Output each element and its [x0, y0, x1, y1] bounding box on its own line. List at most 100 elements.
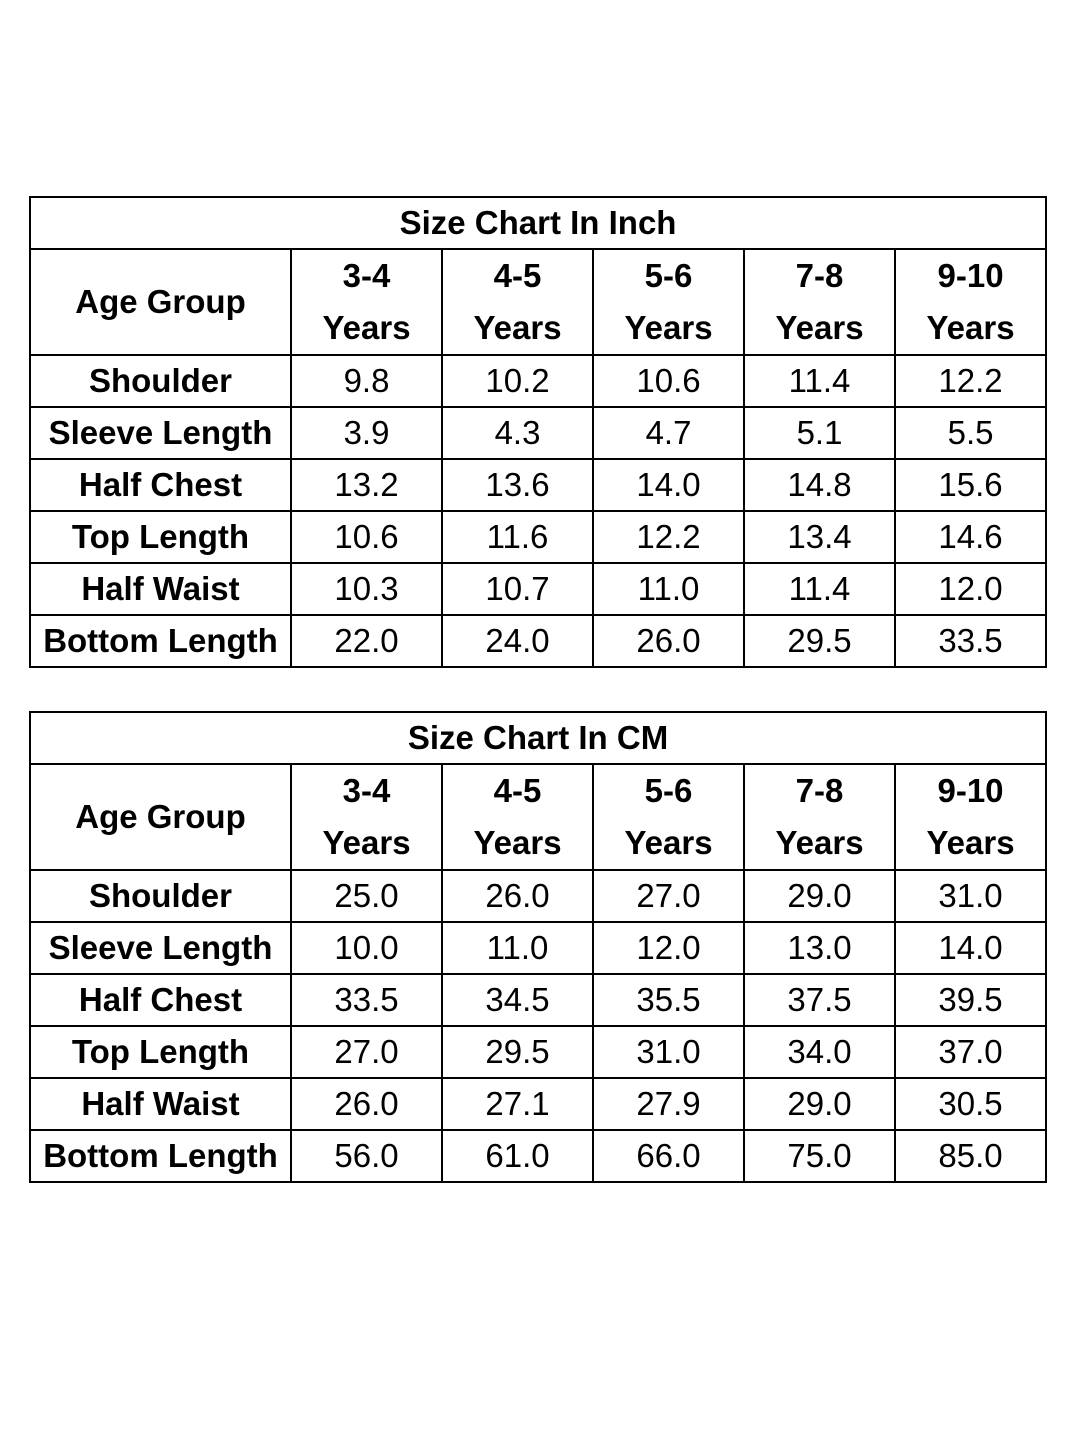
age-unit: Years [473, 309, 562, 346]
measurement-value: 85.0 [893, 1129, 1048, 1183]
measurement-value: 12.0 [893, 562, 1048, 616]
table-row: Top Length 27.0 29.5 31.0 34.0 37.0 [29, 1025, 1048, 1079]
measurement-label: Top Length [29, 510, 292, 564]
measurement-label: Half Chest [29, 973, 292, 1027]
measurement-value: 14.8 [743, 458, 896, 512]
age-unit: Years [322, 824, 411, 861]
measurement-label: Half Waist [29, 562, 292, 616]
measurement-value: 31.0 [893, 869, 1048, 923]
measurement-value: 26.0 [592, 614, 745, 668]
measurement-value: 29.5 [441, 1025, 594, 1079]
age-unit: Years [775, 309, 864, 346]
measurement-label: Top Length [29, 1025, 292, 1079]
table-row: Shoulder 9.8 10.2 10.6 11.4 12.2 [29, 354, 1048, 408]
measurement-value: 4.7 [592, 406, 745, 460]
measurement-value: 10.0 [290, 921, 443, 975]
measurement-value: 39.5 [893, 973, 1048, 1027]
measurement-label: Bottom Length [29, 1129, 292, 1183]
age-range: 4-5 [493, 772, 542, 809]
measurement-value: 33.5 [893, 614, 1048, 668]
age-column-header: 3-4 Years [290, 763, 443, 871]
age-unit: Years [624, 824, 713, 861]
measurement-value: 75.0 [743, 1129, 896, 1183]
measurement-value: 35.5 [592, 973, 745, 1027]
age-unit: Years [624, 309, 713, 346]
measurement-value: 5.1 [743, 406, 896, 460]
measurement-value: 26.0 [441, 869, 594, 923]
table-row: Shoulder 25.0 26.0 27.0 29.0 31.0 [29, 869, 1048, 923]
measurement-value: 27.9 [592, 1077, 745, 1131]
measurement-value: 10.7 [441, 562, 594, 616]
age-range: 9-10 [937, 257, 1004, 294]
age-column-header: 5-6 Years [592, 248, 745, 356]
age-column-header: 7-8 Years [743, 763, 896, 871]
measurement-value: 3.9 [290, 406, 443, 460]
table-body: Shoulder 9.8 10.2 10.6 11.4 12.2 Sleeve Length… [29, 354, 1048, 668]
table-title: Size Chart In Inch [28, 196, 1048, 250]
age-unit: Years [322, 309, 411, 346]
measurement-value: 10.2 [441, 354, 594, 408]
measurement-value: 29.0 [743, 1077, 896, 1131]
measurement-value: 27.1 [441, 1077, 594, 1131]
measurement-value: 22.0 [290, 614, 443, 668]
age-unit: Years [926, 309, 1015, 346]
measurement-value: 34.0 [743, 1025, 896, 1079]
age-column-header: 9-10 Years [893, 763, 1048, 871]
measurement-value: 12.2 [592, 510, 745, 564]
measurement-value: 13.2 [290, 458, 443, 512]
measurement-value: 34.5 [441, 973, 594, 1027]
size-chart-cm-table: Size Chart In CM Age Group 3-4 Years 4-5 Y… [28, 711, 1048, 1183]
measurement-value: 10.6 [592, 354, 745, 408]
measurement-value: 29.5 [743, 614, 896, 668]
measurement-value: 13.6 [441, 458, 594, 512]
measurement-value: 10.3 [290, 562, 443, 616]
table-title-row: Size Chart In Inch [28, 196, 1048, 250]
age-range: 3-4 [342, 772, 391, 809]
measurement-value: 13.0 [743, 921, 896, 975]
table-row: Bottom Length 22.0 24.0 26.0 29.5 33.5 [29, 614, 1048, 668]
age-unit: Years [926, 824, 1015, 861]
age-column-header: 7-8 Years [743, 248, 896, 356]
measurement-label: Shoulder [29, 354, 292, 408]
measurement-value: 15.6 [893, 458, 1048, 512]
age-group-label: Age Group [29, 248, 292, 356]
measurement-value: 14.6 [893, 510, 1048, 564]
measurement-value: 33.5 [290, 973, 443, 1027]
age-column-header: 9-10 Years [893, 248, 1048, 356]
age-range: 3-4 [342, 257, 391, 294]
age-column-header: 4-5 Years [441, 248, 594, 356]
age-header-row: Age Group 3-4 Years 4-5 Years 5-6 Years 7-8… [29, 763, 1048, 871]
table-row: Sleeve Length 3.9 4.3 4.7 5.1 5.5 [29, 406, 1048, 460]
measurement-value: 14.0 [893, 921, 1048, 975]
measurement-value: 12.0 [592, 921, 745, 975]
measurement-value: 13.4 [743, 510, 896, 564]
age-header-row: Age Group 3-4 Years 4-5 Years 5-6 Years 7-8… [29, 248, 1048, 356]
measurement-value: 11.4 [743, 562, 896, 616]
measurement-value: 14.0 [592, 458, 745, 512]
measurement-value: 29.0 [743, 869, 896, 923]
measurement-value: 10.6 [290, 510, 443, 564]
table-row: Half Chest 33.5 34.5 35.5 37.5 39.5 [29, 973, 1048, 1027]
measurement-value: 11.4 [743, 354, 896, 408]
age-unit: Years [473, 824, 562, 861]
measurement-label: Sleeve Length [29, 921, 292, 975]
measurement-value: 61.0 [441, 1129, 594, 1183]
measurement-value: 11.0 [592, 562, 745, 616]
measurement-label: Half Chest [29, 458, 292, 512]
measurement-value: 11.0 [441, 921, 594, 975]
measurement-value: 12.2 [893, 354, 1048, 408]
measurement-value: 27.0 [592, 869, 745, 923]
measurement-value: 26.0 [290, 1077, 443, 1131]
age-range: 5-6 [644, 772, 693, 809]
table-row: Top Length 10.6 11.6 12.2 13.4 14.6 [29, 510, 1048, 564]
table-body: Shoulder 25.0 26.0 27.0 29.0 31.0 Sleeve Lengt… [29, 869, 1048, 1183]
age-column-header: 3-4 Years [290, 248, 443, 356]
size-chart-inch-table: Size Chart In Inch Age Group 3-4 Years 4-… [28, 196, 1048, 668]
measurement-value: 27.0 [290, 1025, 443, 1079]
age-range: 9-10 [937, 772, 1004, 809]
measurement-value: 30.5 [893, 1077, 1048, 1131]
age-column-header: 5-6 Years [592, 763, 745, 871]
measurement-value: 31.0 [592, 1025, 745, 1079]
table-row: Half Chest 13.2 13.6 14.0 14.8 15.6 [29, 458, 1048, 512]
age-range: 7-8 [795, 257, 844, 294]
